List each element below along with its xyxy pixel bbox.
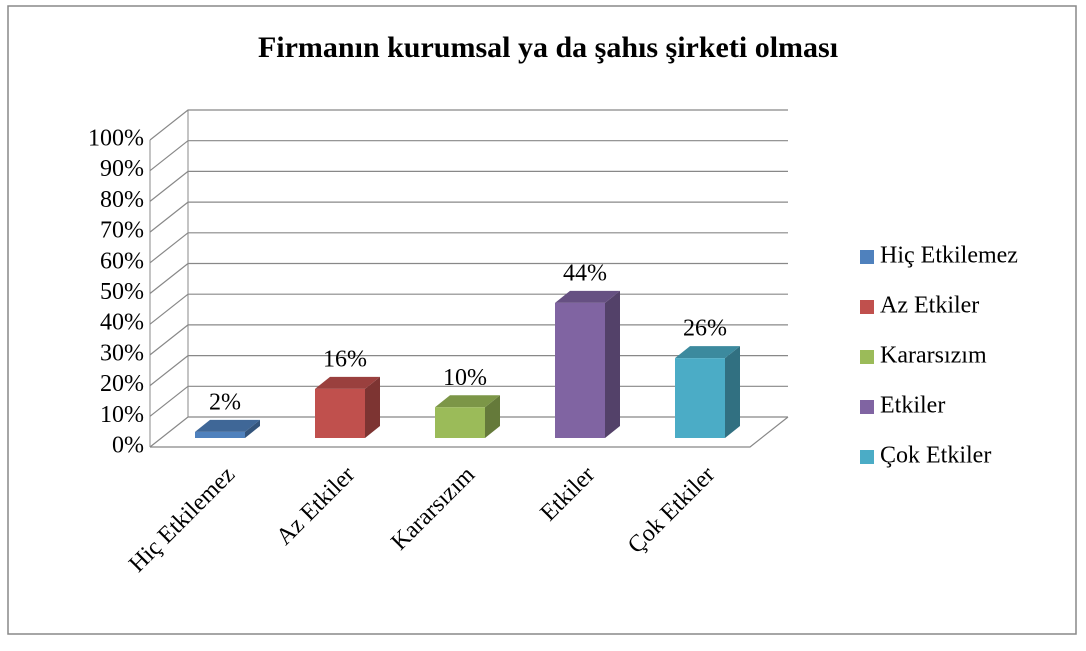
bar xyxy=(675,346,740,438)
grid-line xyxy=(149,140,788,172)
grid-line xyxy=(149,262,788,294)
y-tick-label: 50% xyxy=(100,279,144,305)
legend-label: Çok Etkiler xyxy=(880,443,991,469)
y-tick-label: 30% xyxy=(100,340,144,366)
bar-face xyxy=(195,431,245,438)
bar-face xyxy=(435,407,485,438)
bar-face xyxy=(315,388,365,438)
y-tick-label: 40% xyxy=(100,310,144,336)
bar-face xyxy=(605,290,620,438)
bar-face xyxy=(555,290,620,303)
bar-face xyxy=(675,346,740,359)
chart-title: Firmanın kurumsal ya da şahıs şirketi ol… xyxy=(258,31,838,64)
y-tick-label: 60% xyxy=(100,248,144,274)
bar-face xyxy=(365,376,380,438)
data-label: 16% xyxy=(323,346,367,372)
y-tick-label: 10% xyxy=(100,402,144,428)
bar-face xyxy=(555,302,605,438)
y-tick-label: 0% xyxy=(112,433,144,459)
legend-swatch xyxy=(860,250,874,264)
chart-border xyxy=(7,5,1077,635)
floor xyxy=(150,416,789,448)
bar-face xyxy=(245,419,260,438)
legend-label: Kararsızım xyxy=(880,343,987,369)
y-tick-label: 100% xyxy=(88,126,144,152)
data-label: 10% xyxy=(443,365,487,391)
data-label: 2% xyxy=(209,389,241,415)
legend-swatch xyxy=(860,300,874,314)
y-tick-label: 80% xyxy=(100,187,144,213)
legend-swatch xyxy=(860,350,874,364)
bar-face xyxy=(485,395,500,438)
grid-line xyxy=(149,109,788,141)
data-label: 26% xyxy=(683,316,727,342)
bar xyxy=(435,395,500,438)
bar xyxy=(315,376,380,438)
legend-label: Hiç Etkilemez xyxy=(880,243,1018,269)
legend-swatch xyxy=(860,400,874,414)
data-label: 44% xyxy=(563,260,607,286)
bar-face xyxy=(675,358,725,438)
legend-label: Az Etkiler xyxy=(880,293,979,319)
bar-face xyxy=(725,346,740,438)
y-tick-label: 90% xyxy=(100,156,144,182)
bar xyxy=(555,290,620,438)
y-tick-label: 20% xyxy=(100,371,144,397)
grid-line xyxy=(149,232,788,264)
bar-face xyxy=(315,376,380,389)
y-tick-label: 70% xyxy=(100,218,144,244)
grid-line xyxy=(149,201,788,233)
legend-label: Etkiler xyxy=(880,393,945,419)
grid-line xyxy=(149,170,788,202)
legend-swatch xyxy=(860,450,874,464)
bar-face xyxy=(195,419,260,432)
bar-face xyxy=(435,395,500,408)
bar xyxy=(195,419,260,438)
